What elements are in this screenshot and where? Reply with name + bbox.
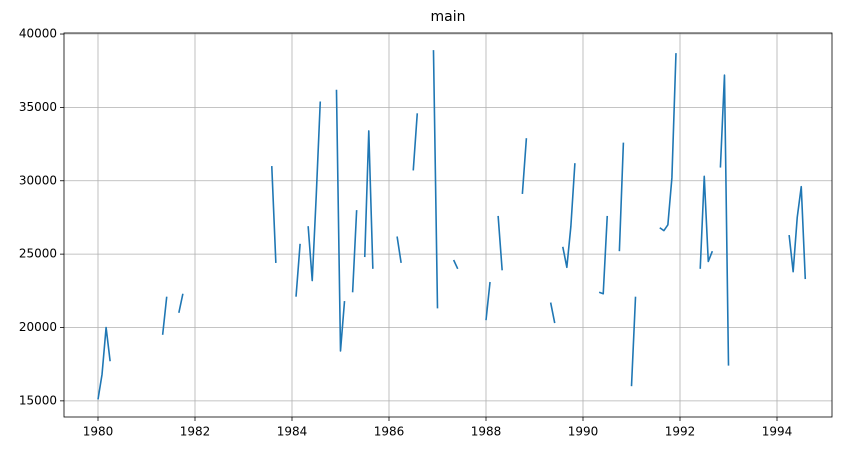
y-tick-label: 20000 — [19, 320, 57, 334]
plot-frame — [63, 32, 833, 418]
x-tick-label: 1982 — [180, 425, 211, 439]
x-tick-label: 1984 — [277, 425, 308, 439]
chart-title: main — [431, 9, 466, 25]
y-tick-label: 25000 — [19, 247, 57, 261]
x-tick-label: 1994 — [762, 425, 793, 439]
x-tick-label: 1992 — [665, 425, 696, 439]
y-tick-label: 15000 — [19, 393, 57, 407]
y-tick-label: 30000 — [19, 173, 57, 187]
x-tick-label: 1986 — [374, 425, 405, 439]
x-tick-label: 1980 — [83, 425, 114, 439]
y-tick-label: 40000 — [19, 27, 57, 41]
x-tick-label: 1988 — [471, 425, 502, 439]
line-series — [97, 50, 807, 400]
y-tick-label: 35000 — [19, 100, 57, 114]
x-tick-label: 1990 — [568, 425, 599, 439]
